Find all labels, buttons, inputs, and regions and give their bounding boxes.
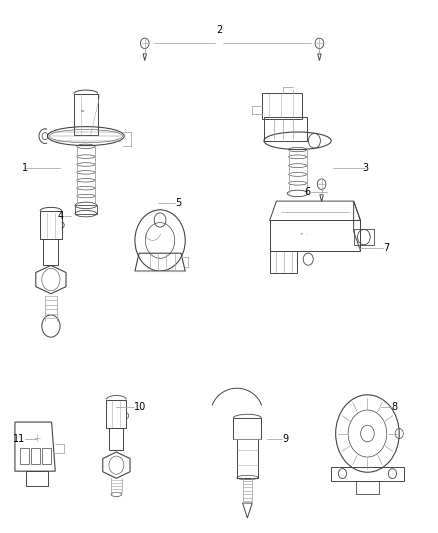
Text: 2: 2 (216, 25, 222, 35)
Text: 4: 4 (58, 211, 64, 221)
Text: 3: 3 (362, 163, 368, 173)
Bar (75, 205, 97, 214)
Bar (42, 448, 51, 464)
Bar (21, 448, 28, 464)
Bar (40, 211, 62, 239)
Text: 5: 5 (175, 198, 182, 208)
Bar (74, 94, 98, 135)
Bar (270, 221, 360, 251)
Text: 6: 6 (304, 187, 311, 197)
Text: 9: 9 (283, 434, 289, 445)
Bar (233, 418, 261, 439)
Bar (106, 400, 126, 428)
Bar (356, 481, 379, 494)
Text: oo: oo (81, 109, 86, 114)
Text: +  -: + - (300, 232, 307, 236)
Text: 8: 8 (392, 402, 398, 413)
Bar (43, 239, 58, 265)
Text: 1: 1 (21, 163, 28, 173)
Bar (26, 471, 48, 486)
Bar (32, 448, 40, 464)
Bar (110, 428, 124, 450)
Text: 10: 10 (134, 402, 146, 413)
Text: 11: 11 (12, 434, 25, 445)
Text: 7: 7 (383, 243, 389, 253)
Bar (237, 439, 258, 478)
